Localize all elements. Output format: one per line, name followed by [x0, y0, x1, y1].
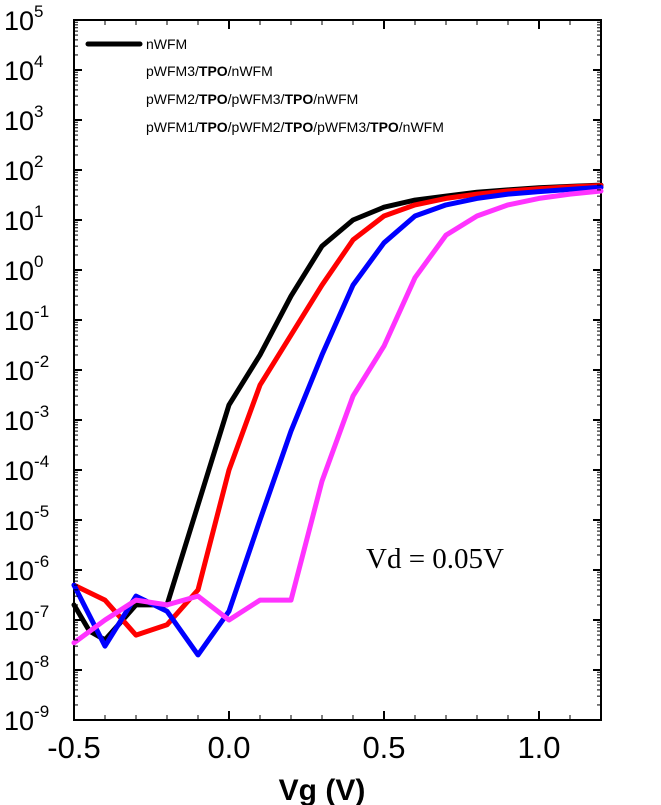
y-tick-label: 10-9 — [4, 702, 49, 736]
y-tick-label: 10-4 — [4, 452, 49, 486]
y-tick-label: 101 — [4, 202, 44, 236]
axis-group: 105 104 103 102 101 100 10-1 10-2 10-3 10-4 10-5 10… — [4, 2, 602, 765]
y-tick-label: 103 — [4, 102, 44, 136]
legend-label-2: pWFM3/TPO/nWFM — [146, 63, 273, 79]
series-group — [71, 182, 604, 658]
legend-label-1: nWFM — [146, 36, 187, 52]
y-tick-label: 10-5 — [4, 502, 49, 536]
y-tick-label: 10-6 — [4, 552, 49, 586]
series-line-4 — [71, 188, 604, 646]
y-tick-label: 100 — [4, 252, 44, 286]
y-tick-label: 10-1 — [4, 302, 49, 336]
series-line-1 — [71, 182, 604, 643]
y-tick-label: 10-3 — [4, 402, 49, 436]
x-tick-label: 0.5 — [362, 730, 405, 765]
y-tick-label: 102 — [4, 152, 44, 186]
y-tick-label: 105 — [4, 2, 44, 36]
y-tick-label: 104 — [4, 52, 44, 86]
x-axis-label: Vg (V) — [279, 774, 366, 805]
series-line-2 — [71, 183, 604, 638]
legend: nWFM pWFM3/TPO/nWFM pWFM2/TPO/pWFM3/TPO/nW… — [85, 36, 444, 135]
legend-label-4: pWFM1/TPO/pWFM2/TPO/pWFM3/TPO/nWFM — [146, 119, 444, 135]
y-tick-label: 10-7 — [4, 602, 49, 636]
x-tick-label: 0.0 — [207, 730, 250, 765]
x-tick-label: 1.0 — [517, 730, 560, 765]
x-tick-label: -0.5 — [47, 730, 100, 765]
y-tick-label: 10-8 — [4, 652, 49, 686]
legend-label-3: pWFM2/TPO/pWFM3/TPO/nWFM — [146, 91, 358, 107]
vd-annotation: Vd = 0.05V — [366, 543, 504, 575]
y-tick-label: 10-2 — [4, 352, 49, 386]
series-line-3 — [71, 184, 604, 658]
